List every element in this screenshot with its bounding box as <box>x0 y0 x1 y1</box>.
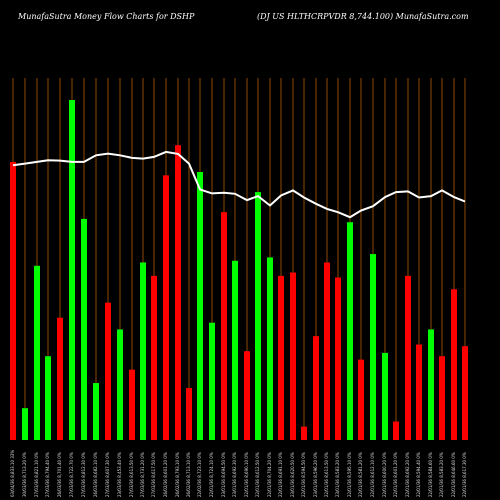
bar-39 <box>451 289 457 440</box>
bar-22 <box>255 192 261 440</box>
bar-11 <box>129 369 135 440</box>
bar-9 <box>105 302 111 440</box>
x-tick-label: 22/01/36 8,691.10 0% <box>278 452 283 497</box>
x-tick-label: 27/03/36 8,722.70 0% <box>69 452 74 497</box>
x-tick-label: 22/01/36 8,601.20 0% <box>393 452 398 497</box>
bars-group <box>10 99 468 440</box>
bar-18 <box>209 322 215 440</box>
x-tick-label: 22/01/36 8,704.20 0% <box>267 452 272 497</box>
x-tick-label: 27/03/36 8,812.30 0% <box>81 452 86 497</box>
x-tick-label: 22/01/36 8,690.10 0% <box>244 452 249 497</box>
bar-1 <box>10 161 16 440</box>
bar-13 <box>151 275 157 440</box>
bar-26 <box>301 426 307 440</box>
bar-35 <box>405 275 411 440</box>
trend-line <box>12 150 466 219</box>
bar-2 <box>22 408 28 440</box>
x-tick-label: 27/03/36 8,794.40 0% <box>45 452 50 497</box>
x-tick-label: 23/01/36 8,596.20 0% <box>313 452 318 497</box>
bar-19 <box>221 212 227 440</box>
bar-6 <box>69 99 75 440</box>
bar-28 <box>324 262 330 440</box>
x-tick-label: 27/03/36 8,613.50 0% <box>129 452 134 497</box>
x-tick-label: 22/01/36 8,617.30 0% <box>462 452 467 497</box>
x-tick-label: 23/03/36 8,453.40 0% <box>117 452 122 497</box>
bar-10 <box>117 329 123 440</box>
bar-33 <box>382 352 388 440</box>
x-tick-label: 22/01/36 8,600.20 0% <box>382 452 387 497</box>
x-tick-label: 22/01/36 8,584.60 0% <box>428 452 433 497</box>
x-tick-label: 30/03/36 8,713.20 0% <box>22 452 27 497</box>
bar-3 <box>34 265 40 440</box>
bar-16 <box>186 388 192 440</box>
x-tick-label: 26/02/36 8,601.20 0% <box>163 452 168 497</box>
bar-36 <box>416 344 422 440</box>
x-tick-label: 03/04/36 8,833.10 33% <box>10 450 15 497</box>
x-tick-label: 22/01/36 8,594.40 0% <box>416 452 421 497</box>
x-tick-label: 27/03/36 8,731.20 0% <box>140 452 145 497</box>
bar-32 <box>370 254 376 440</box>
x-tick-label: 27/03/36 8,617.50 0% <box>151 452 156 497</box>
x-tick-label: 27/03/36 8,607.30 0% <box>105 452 110 497</box>
bar-31 <box>358 359 364 440</box>
x-tick-label: 22/01/36 8,594.50 0% <box>301 452 306 497</box>
x-tick-label: 22/02/36 8,723.10 0% <box>197 452 202 497</box>
bar-14 <box>163 175 169 440</box>
x-tick-label: 26/03/36 8,682.10 0% <box>93 452 98 497</box>
x-tick-label: 26/02/36 8,793.10 0% <box>175 452 180 497</box>
bar-17 <box>197 172 203 440</box>
bar-30 <box>347 222 353 440</box>
x-tick-labels: 03/04/36 8,833.10 33% 30/03/36 8,713.20 0… <box>10 450 467 497</box>
bar-38 <box>439 356 445 440</box>
bar-12 <box>140 262 146 440</box>
x-tick-label: 22/01/36 8,583.20 0% <box>439 452 444 497</box>
x-tick-label: 26/03/36 8,701.40 0% <box>57 452 62 497</box>
bar-24 <box>278 275 284 440</box>
bar-40 <box>462 346 468 440</box>
bar-4 <box>45 356 51 440</box>
bar-21 <box>244 351 250 440</box>
bar-5 <box>57 317 63 440</box>
x-tick-label: 22/01/36 8,612.50 0% <box>255 452 260 497</box>
chart-title: MunafaSutra Money Flow Charts for DSHP <box>17 12 195 21</box>
x-tick-label: 22/01/36 8,612.10 0% <box>370 452 375 497</box>
x-tick-label: 26/02/36 8,713.10 0% <box>186 452 191 497</box>
x-tick-label: 27/03/36 8,821.10 0% <box>34 452 39 497</box>
x-tick-label: 22/01/36 8,692.20 0% <box>405 452 410 497</box>
x-tick-label: 23/01/36 8,694.50 0% <box>221 452 226 497</box>
bar-34 <box>393 421 399 440</box>
x-tick-label: 22/01/36 8,646.60 0% <box>451 452 456 497</box>
bar-23 <box>267 257 273 440</box>
x-tick-label: 22/01/36 8,595.10 0% <box>347 452 352 497</box>
x-tick-label: 23/01/36 8,583.20 0% <box>335 452 340 497</box>
x-tick-label: 22/01/36 8,613.50 0% <box>324 452 329 497</box>
x-tick-label: 23/01/36 8,692.30 0% <box>232 452 237 497</box>
bar-27 <box>313 336 319 440</box>
bar-8 <box>93 383 99 440</box>
bar-7 <box>81 218 87 440</box>
x-tick-label: 22/01/36 8,581.20 0% <box>358 452 363 497</box>
bar-37 <box>428 329 434 440</box>
x-tick-label: 22/01/36 8,724.10 0% <box>209 452 214 497</box>
bar-25 <box>290 272 296 440</box>
x-tick-label: 23/01/36 8,620.50 0% <box>290 452 295 497</box>
bar-15 <box>175 145 181 440</box>
bar-29 <box>335 277 341 440</box>
chart-subtitle: (DJ US HLTHCRPVDR 8,744.100) MunafaSutra… <box>257 12 469 21</box>
bar-20 <box>232 260 238 440</box>
